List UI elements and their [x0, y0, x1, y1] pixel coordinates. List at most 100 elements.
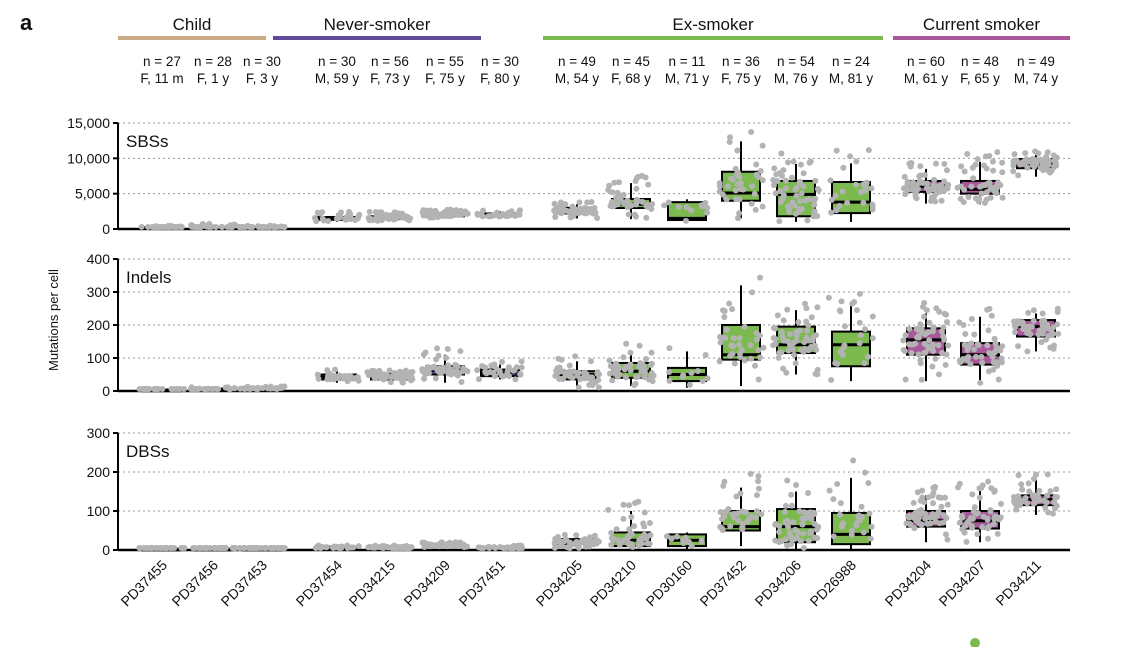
data-point — [647, 362, 654, 369]
x-tick-label: PD37454 — [293, 557, 346, 610]
data-point — [734, 180, 741, 187]
data-point — [915, 508, 922, 515]
data-point — [797, 198, 804, 205]
data-point — [556, 364, 563, 371]
data-point — [965, 194, 972, 201]
group-label: Current smoker — [923, 15, 1040, 34]
data-point — [355, 543, 362, 550]
data-point — [610, 535, 617, 542]
data-point — [636, 537, 643, 544]
data-point — [666, 377, 673, 384]
data-point — [646, 540, 653, 547]
data-point — [941, 161, 948, 168]
data-point — [339, 373, 346, 380]
data-point — [832, 192, 839, 199]
data-point — [803, 305, 810, 312]
data-point — [990, 366, 997, 373]
data-point — [492, 545, 499, 551]
data-point — [566, 539, 573, 546]
data-point — [626, 502, 633, 509]
data-point — [458, 379, 465, 386]
data-point — [753, 492, 760, 499]
data-point — [793, 482, 800, 489]
data-point — [622, 374, 629, 381]
data-point — [280, 224, 287, 230]
data-point — [919, 303, 926, 310]
data-point — [941, 310, 948, 317]
data-point — [865, 353, 872, 360]
data-point — [1039, 310, 1046, 317]
data-point — [927, 520, 934, 527]
data-point — [847, 153, 854, 160]
data-point — [498, 372, 505, 379]
data-point — [931, 176, 938, 183]
data-point — [231, 385, 238, 392]
sample-info-label: M, 74 y — [1014, 71, 1059, 86]
data-point — [617, 196, 624, 203]
data-point — [862, 326, 869, 333]
data-point — [319, 543, 326, 550]
data-point — [632, 380, 639, 387]
data-point — [1024, 348, 1031, 355]
data-point — [404, 545, 411, 551]
data-point — [452, 361, 459, 368]
data-point — [836, 202, 843, 209]
data-point — [1012, 323, 1019, 330]
data-point — [723, 196, 730, 203]
data-point — [839, 188, 846, 195]
data-point — [969, 164, 976, 171]
data-point — [737, 186, 744, 193]
data-point — [444, 206, 451, 213]
data-point — [717, 508, 724, 515]
data-point — [828, 377, 835, 384]
data-point — [560, 205, 567, 212]
data-point — [648, 370, 655, 377]
data-point — [814, 371, 821, 378]
data-point — [813, 526, 820, 533]
data-point — [830, 496, 837, 503]
box-PD37454 — [314, 366, 362, 385]
data-point — [211, 545, 218, 551]
data-point — [1051, 342, 1058, 349]
data-point — [865, 147, 872, 154]
data-point — [944, 501, 951, 508]
data-point — [605, 506, 612, 513]
data-point — [575, 384, 582, 391]
data-point — [620, 515, 627, 522]
data-point — [1035, 331, 1042, 338]
data-point — [141, 386, 148, 392]
data-point — [1019, 319, 1026, 326]
data-point — [721, 478, 728, 485]
data-point — [623, 340, 630, 347]
data-point — [932, 186, 939, 193]
data-point — [1044, 492, 1051, 499]
data-point — [552, 209, 559, 216]
data-point — [226, 386, 233, 392]
data-point — [961, 168, 968, 175]
box-PD34206 — [770, 150, 822, 225]
data-point — [408, 544, 415, 551]
data-point — [432, 375, 439, 382]
data-point — [436, 543, 443, 550]
data-point — [319, 209, 326, 216]
data-point — [755, 485, 762, 492]
data-point — [595, 384, 602, 391]
data-point — [862, 469, 869, 476]
data-point — [776, 218, 783, 225]
data-point — [252, 545, 259, 551]
data-point — [790, 351, 797, 358]
data-point — [974, 531, 981, 538]
data-point — [938, 197, 945, 204]
data-point — [227, 224, 234, 230]
data-point — [426, 209, 433, 216]
data-point — [557, 199, 564, 206]
data-point — [971, 504, 978, 511]
data-point — [778, 150, 785, 157]
data-point — [1050, 324, 1057, 331]
data-point — [1040, 497, 1047, 504]
data-point — [805, 347, 812, 354]
data-point — [190, 545, 197, 551]
data-point — [736, 196, 743, 203]
data-point — [736, 334, 743, 341]
data-point — [797, 161, 804, 168]
